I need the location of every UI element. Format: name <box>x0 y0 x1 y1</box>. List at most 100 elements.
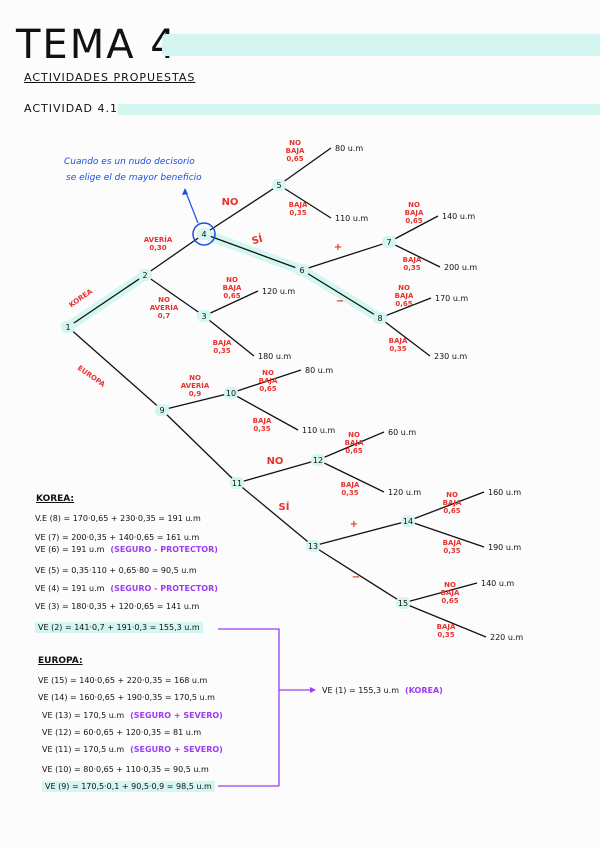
tree-leaf-edge <box>278 184 332 219</box>
node-label: 4 <box>201 230 206 239</box>
tree-edge <box>161 409 238 484</box>
tree-leaf-edge <box>203 290 259 317</box>
result-connector <box>218 628 310 787</box>
tree-edge <box>161 392 232 411</box>
expected-value-line: VE (5) = 0,35·110 + 0,65·80 = 90,5 u.m <box>35 566 197 575</box>
expected-value-line: VE (4) = 191 u.m (SEGURO - PROTECTOR) <box>35 584 218 593</box>
payoff-value: 60 u.m <box>388 428 416 437</box>
node-2 <box>138 269 152 281</box>
node-13 <box>306 540 320 552</box>
payoff-value: 140 u.m <box>481 579 514 588</box>
probability-label: BAJA 0,35 <box>443 539 462 555</box>
expected-value-line: VE (13) = 170,5 u.m (SEGURO + SEVERO) <box>42 711 223 720</box>
payoff-value: 180 u.m <box>258 352 291 361</box>
tree-leaf-edge <box>230 392 299 431</box>
payoff-value: 80 u.m <box>335 144 363 153</box>
node-14 <box>401 515 415 527</box>
tree-edge <box>67 326 163 411</box>
node-label: 9 <box>159 406 164 415</box>
payoff-value: 230 u.m <box>434 352 467 361</box>
probability-label: BAJA 0,35 <box>253 417 272 433</box>
payoff-value: 110 u.m <box>335 214 368 223</box>
node-4 <box>197 228 211 240</box>
branch-label: − <box>352 572 360 583</box>
node-label: 10 <box>226 389 236 398</box>
node-label: 2 <box>142 271 147 280</box>
note-arrow <box>184 189 199 224</box>
tree-leaf-edge <box>388 215 439 243</box>
probability-label: BAJA 0,35 <box>289 201 308 217</box>
activity-title: ACTIVIDAD 4.1. <box>24 102 123 115</box>
probability-label: NO BAJA 0,65 <box>259 369 278 393</box>
tree-leaf-edge <box>407 520 485 548</box>
expected-value-line: VE (9) = 170,5·0,1 + 90,5·0,9 = 98,5 u.m <box>42 781 215 792</box>
payoff-value: 120 u.m <box>262 287 295 296</box>
probability-label: BAJA 0,35 <box>213 339 232 355</box>
node-1 <box>61 321 75 333</box>
node-label: 5 <box>276 181 281 190</box>
tree-edge <box>203 233 303 271</box>
arrow-head-icon <box>182 188 188 195</box>
tree-edge <box>203 184 280 235</box>
payoff-value: 200 u.m <box>444 263 477 272</box>
tree-leaf-edge <box>203 315 255 357</box>
node-7 <box>382 236 396 248</box>
payoff-value: 220 u.m <box>490 633 523 642</box>
expected-value-line: VE (12) = 60·0,65 + 120·0,35 = 81 u.m <box>42 728 202 737</box>
subtitle: ACTIVIDADES PROPUESTAS <box>24 71 196 84</box>
probability-label: BAJA 0,35 <box>437 623 456 639</box>
node-3 <box>197 310 211 322</box>
branch-label: EUROPA <box>76 364 107 389</box>
tree-leaf-edge <box>317 459 385 493</box>
expected-value-line: VE (1) = 155,3 u.m (KOREA) <box>322 686 443 695</box>
node-label: 14 <box>403 517 413 526</box>
expected-value-line: VE (7) = 200·0,35 + 140·0,65 = 161 u.m <box>35 533 200 542</box>
node-label: 11 <box>232 479 242 488</box>
node-label: 1 <box>65 323 70 332</box>
page-title: TEMA 4 <box>16 22 178 68</box>
node-8 <box>373 312 387 324</box>
arrow-head-icon <box>310 687 316 693</box>
tree-edge <box>67 274 146 328</box>
branch-label: SÍ <box>250 232 264 247</box>
probability-label: BAJA 0,35 <box>389 337 408 353</box>
note-text: Cuando es un nudo decisorio <box>64 157 195 167</box>
tree-edge <box>312 520 409 547</box>
probability-label: NO BAJA 0,65 <box>395 284 414 308</box>
probability-label: NO BAJA 0,65 <box>443 491 462 515</box>
payoff-value: 110 u.m <box>302 426 335 435</box>
tree-edge <box>312 545 404 604</box>
activity-highlight <box>118 104 600 115</box>
payoff-value: 120 u.m <box>388 488 421 497</box>
section-heading: KOREA: <box>36 494 75 504</box>
tree-edge <box>144 233 205 276</box>
expected-value-line: VE (10) = 80·0,65 + 110·0,35 = 90,5 u.m <box>42 765 209 774</box>
node-5 <box>272 179 286 191</box>
tree-edge <box>301 269 381 319</box>
title-highlight <box>162 34 600 56</box>
expected-value-line: VE (14) = 160·0,65 + 190·0,35 = 170,5 u.… <box>38 693 215 702</box>
branch-label: NO <box>222 197 239 208</box>
probability-label: BAJA 0,35 <box>403 256 422 272</box>
probability-label: NO BAJA 0,65 <box>223 276 242 300</box>
tree-leaf-edge <box>317 431 385 461</box>
probability-label: NO BAJA 0,65 <box>286 139 305 163</box>
tree-leaf-edge <box>379 297 432 319</box>
node-6 <box>295 264 309 276</box>
node-label: 13 <box>308 542 318 551</box>
payoff-value: 190 u.m <box>488 543 521 552</box>
tree-edge <box>236 482 314 547</box>
tree-leaf-edge <box>402 602 487 638</box>
note-text: se elige el de mayor beneficio <box>66 173 202 183</box>
expected-value-line: VE (6) = 191 u.m (SEGURO - PROTECTOR) <box>35 545 218 554</box>
expected-value-line: VE (3) = 180·0,35 + 120·0,65 = 141 u.m <box>35 602 200 611</box>
node-10 <box>224 387 238 399</box>
branch-label: AVERÍA 0,30 <box>144 235 173 252</box>
tree-leaf-edge <box>379 317 431 357</box>
branch-label: NO <box>267 456 284 467</box>
node-label: 6 <box>299 266 304 275</box>
decision-highlight-circle <box>192 222 216 246</box>
tree-edge <box>301 241 390 271</box>
node-11 <box>230 477 244 489</box>
